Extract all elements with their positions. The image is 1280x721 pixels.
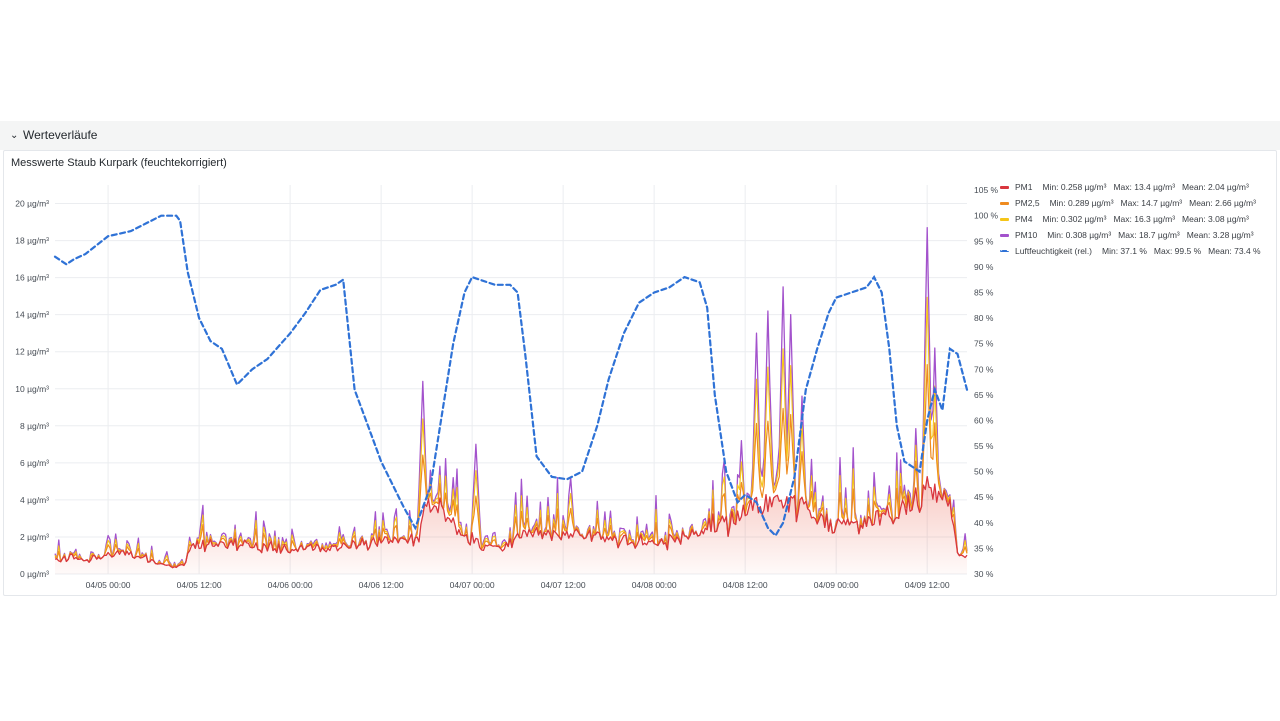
y-tick-label: 0 µg/m³ <box>20 569 49 579</box>
y2-tick-label: 95 % <box>974 236 994 246</box>
x-tick-label: 04/09 00:00 <box>814 580 859 590</box>
legend-max: Max: 18.7 µg/m³ <box>1118 230 1180 240</box>
x-tick-label: 04/07 12:00 <box>541 580 586 590</box>
x-tick-label: 04/08 00:00 <box>632 580 677 590</box>
x-tick-label: 04/05 00:00 <box>86 580 131 590</box>
legend-swatch <box>1000 185 1009 189</box>
y2-tick-label: 30 % <box>974 569 994 579</box>
y2-tick-label: 45 % <box>974 492 994 502</box>
x-tick-label: 04/08 12:00 <box>723 580 768 590</box>
y-tick-label: 8 µg/m³ <box>20 421 49 431</box>
y-tick-label: 4 µg/m³ <box>20 495 49 505</box>
legend-item[interactable]: PM1 Min: 0.258 µg/m³ Max: 13.4 µg/m³ Mean: … <box>1000 179 1276 195</box>
row-toggle[interactable]: ⌄ Werteverläufe <box>10 126 97 144</box>
y2-tick-label: 55 % <box>974 441 994 451</box>
legend-swatch <box>1000 233 1009 237</box>
y-tick-label: 18 µg/m³ <box>15 236 49 246</box>
y-tick-label: 14 µg/m³ <box>15 310 49 320</box>
legend-item[interactable]: PM2,5 Min: 0.289 µg/m³ Max: 14.7 µg/m³ Mean… <box>1000 195 1276 211</box>
y2-tick-label: 105 % <box>974 185 999 195</box>
legend-min: Min: 0.289 µg/m³ <box>1049 198 1114 208</box>
series-line-pm1 <box>54 475 968 569</box>
legend-series-name: PM1 <box>1015 182 1033 192</box>
y2-tick-label: 60 % <box>974 415 994 425</box>
legend-swatch <box>1000 217 1009 221</box>
y2-tick-label: 85 % <box>974 287 994 297</box>
y-tick-label: 12 µg/m³ <box>15 347 49 357</box>
series-line-pm10 <box>54 226 968 569</box>
legend-series-name: Luftfeuchtigkeit (rel.) <box>1015 246 1093 256</box>
series-line-humidity <box>53 214 969 538</box>
legend-max: Max: 99.5 % <box>1153 246 1202 256</box>
panel <box>3 150 1277 596</box>
legend-min: Min: 0.308 µg/m³ <box>1047 230 1112 240</box>
y2-tick-label: 40 % <box>974 518 994 528</box>
legend-mean: Mean: 3.28 µg/m³ <box>1186 230 1254 240</box>
y2-tick-label: 75 % <box>974 339 994 349</box>
y2-tick-label: 65 % <box>974 390 994 400</box>
legend: PM1 Min: 0.258 µg/m³ Max: 13.4 µg/m³ Mean: … <box>1000 179 1276 259</box>
legend-swatch <box>1000 250 1009 252</box>
x-tick-label: 04/09 12:00 <box>905 580 950 590</box>
y-tick-label: 2 µg/m³ <box>20 532 49 542</box>
y2-tick-label: 50 % <box>974 467 994 477</box>
y-tick-label: 10 µg/m³ <box>15 384 49 394</box>
legend-mean: Mean: 2.04 µg/m³ <box>1182 182 1249 192</box>
y2-tick-label: 80 % <box>974 313 994 323</box>
legend-max: Max: 14.7 µg/m³ <box>1120 198 1183 208</box>
legend-series-name: PM4 <box>1015 214 1033 224</box>
legend-min: Min: 0.302 µg/m³ <box>1042 214 1107 224</box>
y-tick-label: 6 µg/m³ <box>20 458 49 468</box>
legend-item[interactable]: PM4 Min: 0.302 µg/m³ Max: 16.3 µg/m³ Mean: … <box>1000 211 1276 227</box>
legend-min: Min: 0.258 µg/m³ <box>1042 182 1107 192</box>
legend-mean: Mean: 3.08 µg/m³ <box>1182 214 1249 224</box>
y2-tick-label: 100 % <box>974 211 999 221</box>
chevron-down-icon: ⌄ <box>10 129 19 141</box>
legend-series-name: PM2,5 <box>1015 198 1040 208</box>
row-title: Werteverläufe <box>23 128 98 142</box>
x-tick-label: 04/06 00:00 <box>268 580 313 590</box>
y2-tick-label: 90 % <box>974 262 994 272</box>
x-tick-label: 04/06 12:00 <box>359 580 404 590</box>
legend-item[interactable]: Luftfeuchtigkeit (rel.) Min: 37.1 % Max: 9… <box>1000 243 1276 259</box>
y2-tick-label: 35 % <box>974 543 994 553</box>
legend-series-name: PM10 <box>1015 230 1038 240</box>
legend-swatch <box>1000 201 1009 205</box>
x-tick-label: 04/07 00:00 <box>450 580 495 590</box>
legend-mean: Mean: 2.66 µg/m³ <box>1189 198 1256 208</box>
y2-tick-label: 70 % <box>974 364 994 374</box>
row-bar <box>0 121 1280 150</box>
legend-max: Max: 16.3 µg/m³ <box>1113 214 1176 224</box>
legend-max: Max: 13.4 µg/m³ <box>1113 182 1176 192</box>
legend-item[interactable]: PM10 Min: 0.308 µg/m³ Max: 18.7 µg/m³ Mean:… <box>1000 227 1276 243</box>
panel-title[interactable]: Messwerte Staub Kurpark (feuchtekorrigie… <box>11 157 227 169</box>
y-tick-label: 16 µg/m³ <box>15 273 49 283</box>
y-tick-label: 20 µg/m³ <box>15 199 49 209</box>
x-tick-label: 04/05 12:00 <box>177 580 222 590</box>
legend-min: Min: 37.1 % <box>1102 246 1147 256</box>
legend-mean: Mean: 73.4 % <box>1208 246 1261 256</box>
